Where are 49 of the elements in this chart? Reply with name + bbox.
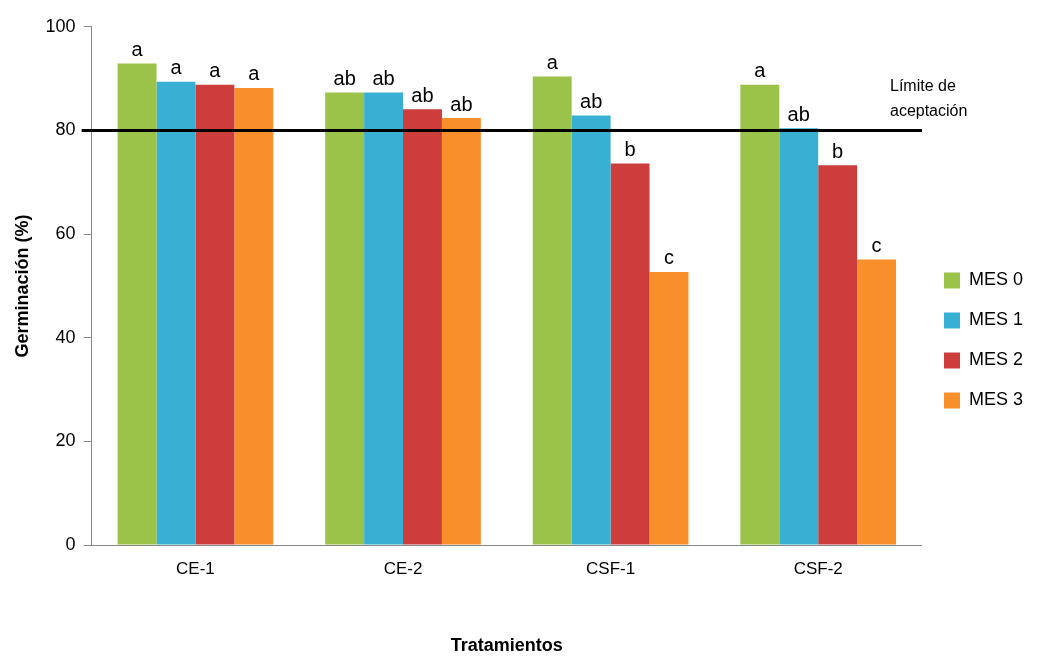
ref-line-label: Límite de aceptación <box>889 77 968 120</box>
data-label: a <box>170 56 183 79</box>
y-tick-label: 100 <box>45 15 76 36</box>
data-label: ab <box>372 67 395 90</box>
y-tick-label: 80 <box>55 119 76 140</box>
data-label: ab <box>411 83 434 106</box>
x-tick-label: CSF-1 <box>586 558 636 578</box>
data-label: ab <box>787 102 810 125</box>
bar <box>325 92 365 545</box>
bar <box>779 128 819 545</box>
y-axis-title: Germinación (%) <box>11 214 32 358</box>
bar <box>571 115 611 545</box>
bar <box>740 84 780 545</box>
bar <box>195 84 235 545</box>
y-tick-label: 20 <box>55 430 76 451</box>
data-label: a <box>209 59 222 82</box>
y-tick-label: 0 <box>65 533 76 554</box>
x-axis-title: Tratamientos <box>450 635 563 656</box>
bar <box>441 118 481 545</box>
bar <box>117 63 157 545</box>
x-tick-label: CSF-2 <box>793 558 843 578</box>
x-tick-label: CE-2 <box>383 558 423 578</box>
bar <box>857 259 897 545</box>
y-tick-label: 60 <box>55 223 76 244</box>
data-label: a <box>546 51 559 74</box>
legend-label: MES 0 <box>968 269 1024 290</box>
legend-label: MES 1 <box>968 309 1024 330</box>
bar <box>364 92 404 545</box>
data-label: c <box>871 233 882 256</box>
x-tick-label: CE-1 <box>176 558 215 578</box>
bar <box>610 163 650 545</box>
bar <box>818 165 858 545</box>
data-label: ab <box>580 89 603 112</box>
y-tick-label: 40 <box>55 326 76 347</box>
data-label: b <box>624 138 636 161</box>
data-label: a <box>754 59 767 82</box>
data-label: b <box>832 139 844 162</box>
bar <box>649 271 689 545</box>
legend-label: MES 2 <box>968 349 1024 370</box>
bar <box>532 76 572 545</box>
bar <box>156 81 196 545</box>
data-label: ab <box>450 92 473 115</box>
bar <box>403 109 442 545</box>
data-label: c <box>663 246 674 269</box>
data-label: a <box>248 62 261 85</box>
data-label: a <box>131 38 144 61</box>
bar <box>234 87 274 545</box>
data-label: ab <box>333 67 356 90</box>
legend-label: MES 3 <box>968 389 1024 410</box>
